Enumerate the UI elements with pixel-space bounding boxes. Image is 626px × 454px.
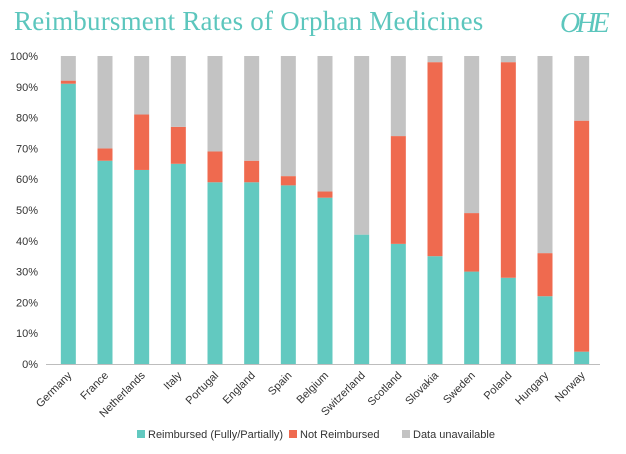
bar-spain-reimbursed bbox=[280, 185, 296, 364]
bar-sweden-reimbursed bbox=[464, 271, 480, 364]
bar-portugal-reimbursed bbox=[207, 182, 223, 364]
y-tick-label: 30% bbox=[16, 267, 38, 279]
bar-netherlands-not-reimbursed bbox=[134, 114, 150, 170]
y-tick-label: 60% bbox=[16, 174, 38, 186]
x-tick-label: England bbox=[221, 370, 258, 407]
legend-label: Not Reimbursed bbox=[300, 429, 379, 441]
x-tick-label: Norway bbox=[553, 369, 588, 404]
bar-scotland-unavailable bbox=[390, 56, 406, 137]
x-tick-label: Poland bbox=[482, 370, 515, 403]
bar-slovakia-not-reimbursed bbox=[427, 62, 443, 257]
bar-poland-unavailable bbox=[500, 56, 516, 63]
x-tick-label: Portugal bbox=[184, 370, 221, 407]
x-tick-label: Sweden bbox=[441, 370, 478, 407]
bar-hungary-unavailable bbox=[537, 56, 553, 254]
y-tick-label: 50% bbox=[16, 205, 38, 217]
bar-poland-not-reimbursed bbox=[500, 62, 516, 278]
bar-france-unavailable bbox=[97, 56, 113, 149]
y-tick-label: 100% bbox=[10, 51, 38, 63]
bar-netherlands-reimbursed bbox=[134, 169, 150, 364]
bar-norway-unavailable bbox=[574, 56, 590, 121]
legend-swatch bbox=[137, 430, 145, 438]
bar-scotland-not-reimbursed bbox=[390, 136, 406, 244]
bar-poland-reimbursed bbox=[500, 277, 516, 364]
bar-england-reimbursed bbox=[244, 182, 260, 364]
bar-germany-unavailable bbox=[60, 56, 76, 81]
bar-belgium-reimbursed bbox=[317, 197, 333, 364]
x-tick-label: Belgium bbox=[295, 370, 332, 407]
bar-france-not-reimbursed bbox=[97, 148, 113, 161]
bar-norway-not-reimbursed bbox=[574, 120, 590, 352]
bar-italy-reimbursed bbox=[170, 163, 186, 364]
x-tick-label: Slovakia bbox=[403, 369, 442, 408]
bar-slovakia-unavailable bbox=[427, 56, 443, 63]
y-tick-label: 20% bbox=[16, 297, 38, 309]
bar-scotland-reimbursed bbox=[390, 243, 406, 364]
bar-germany-not-reimbursed bbox=[60, 80, 76, 84]
bar-netherlands-unavailable bbox=[134, 56, 150, 115]
y-tick-label: 80% bbox=[16, 113, 38, 125]
legend-swatch bbox=[289, 430, 297, 438]
ohe-logo: OHE bbox=[560, 8, 610, 39]
x-tick-label: France bbox=[78, 370, 111, 403]
bar-hungary-reimbursed bbox=[537, 296, 553, 364]
y-tick-label: 10% bbox=[16, 328, 38, 340]
bar-italy-not-reimbursed bbox=[170, 126, 186, 164]
bar-slovakia-reimbursed bbox=[427, 256, 443, 364]
bar-hungary-not-reimbursed bbox=[537, 253, 553, 297]
bar-switzerland-unavailable bbox=[354, 56, 370, 235]
bar-sweden-unavailable bbox=[464, 56, 480, 214]
bar-switzerland-reimbursed bbox=[354, 234, 370, 364]
y-tick-label: 70% bbox=[16, 143, 38, 155]
legend-label: Data unavailable bbox=[413, 429, 495, 441]
bar-germany-reimbursed bbox=[60, 83, 76, 364]
bar-sweden-not-reimbursed bbox=[464, 213, 480, 272]
x-tick-label: Spain bbox=[266, 370, 294, 398]
chart-title: Reimbursment Rates of Orphan Medicines bbox=[14, 6, 484, 36]
bar-england-not-reimbursed bbox=[244, 160, 260, 183]
x-tick-label: Scotland bbox=[366, 370, 405, 409]
bar-england-unavailable bbox=[244, 56, 260, 161]
bar-portugal-not-reimbursed bbox=[207, 151, 223, 183]
bar-portugal-unavailable bbox=[207, 56, 223, 152]
bar-italy-unavailable bbox=[170, 56, 186, 127]
bar-france-reimbursed bbox=[97, 160, 113, 364]
x-tick-label: Hungary bbox=[513, 369, 551, 407]
bar-spain-not-reimbursed bbox=[280, 176, 296, 186]
y-tick-label: 0% bbox=[22, 359, 38, 371]
legend-swatch bbox=[402, 430, 410, 438]
bar-belgium-unavailable bbox=[317, 56, 333, 192]
x-tick-label: Italy bbox=[162, 369, 185, 392]
legend-label: Reimbursed (Fully/Partially) bbox=[148, 429, 283, 441]
bar-belgium-not-reimbursed bbox=[317, 191, 333, 198]
bar-norway-reimbursed bbox=[574, 351, 590, 364]
x-tick-label: Germany bbox=[34, 369, 75, 410]
y-tick-label: 90% bbox=[16, 82, 38, 94]
y-tick-label: 40% bbox=[16, 236, 38, 248]
bar-spain-unavailable bbox=[280, 56, 296, 177]
